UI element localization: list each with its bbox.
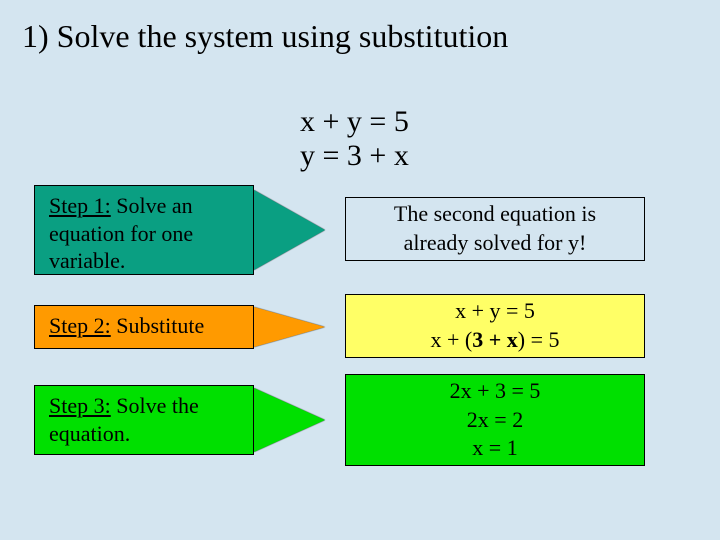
step-3-result: 2x + 3 = 5 2x = 2 x = 1 [345, 374, 645, 466]
step-1-result-line-1: The second equation is [346, 200, 644, 229]
step-2-text-a: Substitute [111, 313, 205, 338]
step-3-result-line-3: x = 1 [346, 434, 644, 463]
equation-1: x + y = 5 [300, 105, 409, 139]
step-3-label: Step 3: [49, 393, 111, 418]
step-2-label: Step 2: [49, 313, 111, 338]
step-3-result-line-1: 2x + 3 = 5 [346, 377, 644, 406]
slide-title: 1) Solve the system using substitution [0, 0, 720, 55]
step-1-arrow [254, 190, 325, 270]
step-1-text-c: variable. [49, 248, 125, 273]
step-1-label: Step 1: [49, 193, 111, 218]
step-3-result-line-2: 2x = 2 [346, 406, 644, 435]
step-2-box: Step 2: Substitute [34, 305, 254, 349]
step-1-text-b: equation for one [49, 221, 193, 246]
step-3-box: Step 3: Solve the equation. [34, 385, 254, 455]
step-2-result: x + y = 5 x + (3 + x) = 5 [345, 294, 645, 358]
step-3-arrow [254, 388, 325, 452]
step-1-result-line-2: already solved for y! [346, 229, 644, 258]
step-2-result-line-1: x + y = 5 [346, 297, 644, 326]
step-1-result: The second equation is already solved fo… [345, 197, 645, 261]
equation-2: y = 3 + x [300, 139, 409, 173]
step-3-text-b: equation. [49, 421, 130, 446]
step-3-text-a: Solve the [111, 393, 199, 418]
system-equations: x + y = 5 y = 3 + x [300, 105, 409, 173]
step-2-result-line-2: x + (3 + x) = 5 [346, 326, 644, 355]
step-2-arrow [254, 307, 325, 347]
step-1-box: Step 1: Solve an equation for one variab… [34, 185, 254, 275]
step-1-text-a: Solve an [111, 193, 193, 218]
